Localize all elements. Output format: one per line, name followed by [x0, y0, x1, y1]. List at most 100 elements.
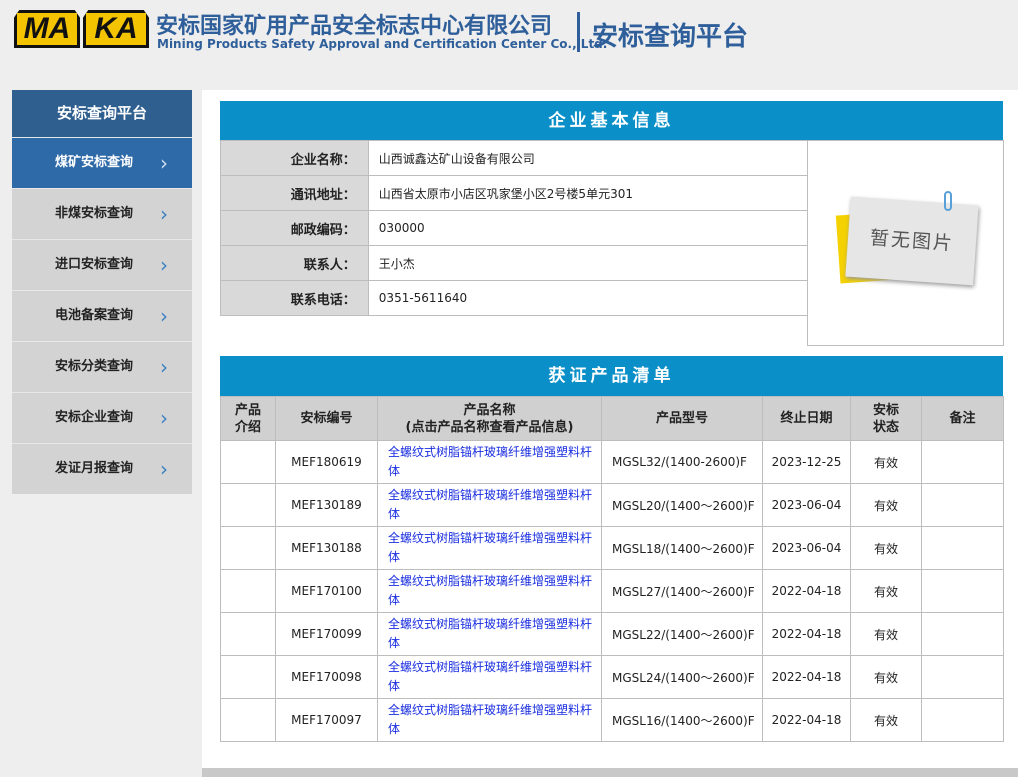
status-cell: 有效	[850, 483, 922, 527]
code-cell: MEF170099	[275, 612, 378, 656]
info-row: 邮政编码： 030000	[220, 210, 1004, 246]
status-cell: 有效	[850, 612, 922, 656]
no-image-placeholder: 暂无图片	[835, 190, 979, 287]
info-row: 企业名称： 山西诚鑫达矿山设备有限公司 暂无图片	[220, 140, 1004, 346]
status-cell: 有效	[850, 440, 922, 484]
code-cell: MEF170100	[275, 569, 378, 613]
sidebar-item[interactable]: 进口安标查询 ›	[12, 239, 192, 290]
status-cell: 有效	[850, 569, 922, 613]
model-cell: MGSL16/(1400～2600)F	[601, 698, 763, 742]
company-image: 暂无图片	[807, 140, 1004, 346]
model-cell: MGSL18/(1400～2600)F	[601, 526, 763, 570]
col-intro: 产品 介绍	[220, 396, 276, 441]
product-name-link[interactable]: 全螺纹式树脂锚杆玻璃纤维增强塑料杆体	[377, 440, 602, 484]
maka-logo: MA KA	[14, 10, 149, 48]
end-date-cell: 2022-04-18	[762, 612, 851, 656]
divider	[577, 12, 580, 52]
end-date-cell: 2023-06-04	[762, 526, 851, 570]
table-row: MEF170100 全螺纹式树脂锚杆玻璃纤维增强塑料杆体 MGSL27/(1400～…	[220, 569, 1004, 613]
col-name: 产品名称 (点击产品名称查看产品信息)	[377, 396, 602, 441]
sidebar-item[interactable]: 安标企业查询 ›	[12, 392, 192, 443]
product-name-link[interactable]: 全螺纹式树脂锚杆玻璃纤维增强塑料杆体	[377, 612, 602, 656]
intro-cell	[220, 440, 276, 484]
end-date-cell: 2022-04-18	[762, 698, 851, 742]
product-table: 产品 介绍 安标编号 产品名称 (点击产品名称查看产品信息) 产品型号 终止日期 安…	[220, 396, 1004, 742]
info-row: 联系人： 王小杰	[220, 245, 1004, 281]
remark-cell	[921, 483, 1004, 527]
field-value: 山西诚鑫达矿山设备有限公司	[367, 140, 809, 176]
platform-title: 安标查询平台	[592, 22, 749, 52]
field-label: 邮政编码：	[220, 210, 369, 246]
table-row: MEF170097 全螺纹式树脂锚杆玻璃纤维增强塑料杆体 MGSL16/(1400～…	[220, 698, 1004, 742]
company-info-table: 企业名称： 山西诚鑫达矿山设备有限公司 暂无图片 通讯地址： 山西省太原市小店区巩家堡小…	[220, 140, 1004, 346]
sidebar-item[interactable]: 安标分类查询 ›	[12, 341, 192, 392]
model-cell: MGSL22/(1400～2600)F	[601, 612, 763, 656]
intro-cell	[220, 698, 276, 742]
remark-cell	[921, 526, 1004, 570]
end-date-cell: 2022-04-18	[762, 569, 851, 613]
sidebar-item[interactable]: 电池备案查询 ›	[12, 290, 192, 341]
product-name-link[interactable]: 全螺纹式树脂锚杆玻璃纤维增强塑料杆体	[377, 569, 602, 613]
remark-cell	[921, 655, 1004, 699]
company-name-cn: 安标国家矿用产品安全标志中心有限公司	[156, 14, 553, 39]
table-row: MEF180619 全螺纹式树脂锚杆玻璃纤维增强塑料杆体 MGSL32/(1400-…	[220, 440, 1004, 484]
chevron-right-icon: ›	[160, 253, 168, 277]
model-cell: MGSL32/(1400-2600)F	[601, 440, 763, 484]
remark-cell	[921, 440, 1004, 484]
chevron-right-icon: ›	[160, 202, 168, 226]
field-value: 王小杰	[367, 245, 809, 281]
site-header: MA KA 安标国家矿用产品安全标志中心有限公司 Mining Products …	[0, 0, 1018, 80]
chevron-right-icon: ›	[160, 304, 168, 328]
code-cell: MEF170097	[275, 698, 378, 742]
field-label: 联系电话：	[220, 280, 369, 316]
status-cell: 有效	[850, 698, 922, 742]
chevron-right-icon: ›	[160, 151, 168, 175]
sidebar: 安标查询平台 煤矿安标查询 › 非煤安标查询 › 进口安标查询 › 电池备案查询 › 安标分类查…	[12, 90, 192, 494]
end-date-cell: 2022-04-18	[762, 655, 851, 699]
status-cell: 有效	[850, 655, 922, 699]
panel-shadow	[202, 768, 1018, 777]
sidebar-item[interactable]: 煤矿安标查询 ›	[12, 137, 192, 188]
model-cell: MGSL27/(1400～2600)F	[601, 569, 763, 613]
field-label: 联系人：	[220, 245, 369, 281]
model-cell: MGSL20/(1400～2600)F	[601, 483, 763, 527]
model-cell: MGSL24/(1400～2600)F	[601, 655, 763, 699]
col-remark: 备注	[921, 396, 1004, 441]
field-label: 通讯地址：	[220, 175, 369, 211]
sidebar-item[interactable]: 非煤安标查询 ›	[12, 188, 192, 239]
field-value: 0351-5611640	[367, 280, 809, 316]
info-row: 通讯地址： 山西省太原市小店区巩家堡小区2号楼5单元301	[220, 175, 1004, 211]
field-value: 山西省太原市小店区巩家堡小区2号楼5单元301	[367, 175, 809, 211]
intro-cell	[220, 483, 276, 527]
status-cell: 有效	[850, 526, 922, 570]
code-cell: MEF130188	[275, 526, 378, 570]
field-value: 030000	[367, 210, 809, 246]
table-row: MEF130188 全螺纹式树脂锚杆玻璃纤维增强塑料杆体 MGSL18/(1400～…	[220, 526, 1004, 570]
code-cell: MEF180619	[275, 440, 378, 484]
product-name-link[interactable]: 全螺纹式树脂锚杆玻璃纤维增强塑料杆体	[377, 526, 602, 570]
intro-cell	[220, 655, 276, 699]
chevron-right-icon: ›	[160, 355, 168, 379]
product-name-link[interactable]: 全螺纹式树脂锚杆玻璃纤维增强塑料杆体	[377, 698, 602, 742]
table-header-row: 产品 介绍 安标编号 产品名称 (点击产品名称查看产品信息) 产品型号 终止日期 安…	[220, 396, 1004, 441]
product-name-link[interactable]: 全螺纹式树脂锚杆玻璃纤维增强塑料杆体	[377, 655, 602, 699]
sidebar-title: 安标查询平台	[12, 90, 192, 137]
intro-cell	[220, 526, 276, 570]
sidebar-item[interactable]: 发证月报查询 ›	[12, 443, 192, 494]
table-row: MEF170099 全螺纹式树脂锚杆玻璃纤维增强塑料杆体 MGSL22/(1400～…	[220, 612, 1004, 656]
code-cell: MEF130189	[275, 483, 378, 527]
product-list-header: 获证产品清单	[220, 356, 1003, 396]
product-name-link[interactable]: 全螺纹式树脂锚杆玻璃纤维增强塑料杆体	[377, 483, 602, 527]
intro-cell	[220, 612, 276, 656]
col-status: 安标 状态	[850, 396, 922, 441]
remark-cell	[921, 698, 1004, 742]
col-model: 产品型号	[601, 396, 763, 441]
intro-cell	[220, 569, 276, 613]
remark-cell	[921, 569, 1004, 613]
info-row: 联系电话： 0351-5611640	[220, 280, 1004, 316]
col-code: 安标编号	[275, 396, 378, 441]
chevron-right-icon: ›	[160, 457, 168, 481]
code-cell: MEF170098	[275, 655, 378, 699]
field-label: 企业名称：	[220, 140, 369, 176]
end-date-cell: 2023-06-04	[762, 483, 851, 527]
